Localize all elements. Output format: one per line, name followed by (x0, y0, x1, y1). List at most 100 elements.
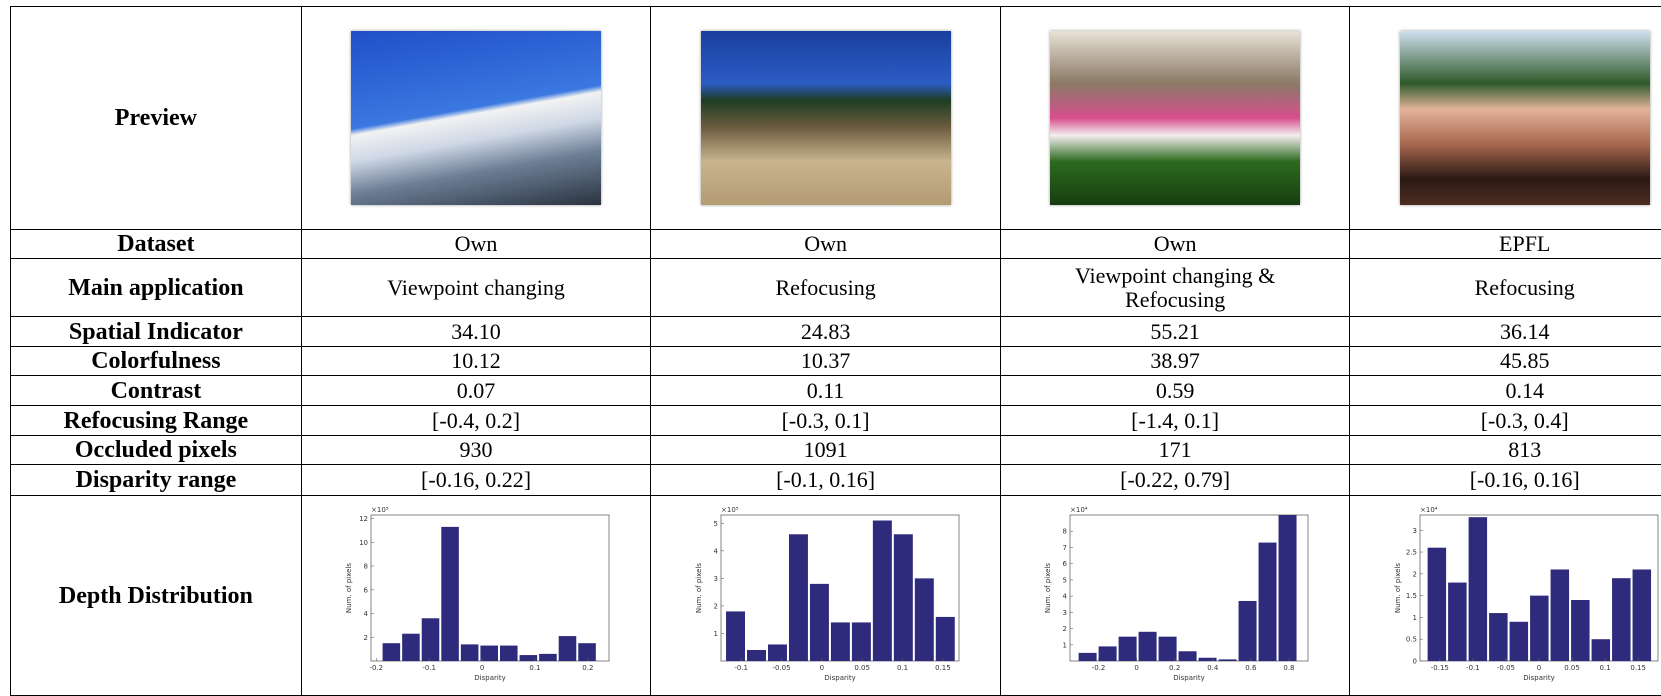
table-cell: Refocusing (651, 259, 1001, 317)
table-cell: 1091 (651, 436, 1001, 465)
x-tick-label: -0.2 (369, 664, 383, 672)
y-multiplier: ×10⁴ (1420, 506, 1438, 514)
bar (520, 655, 538, 661)
y-tick-label: 2 (1412, 570, 1416, 578)
x-tick-label: 0 (1536, 664, 1540, 672)
x-tick-label: 0.15 (935, 664, 951, 672)
cell-text: 45.85 (1405, 349, 1645, 373)
cell-text: Refocusing (706, 276, 946, 300)
bar (831, 622, 850, 661)
y-tick-label: 4 (713, 547, 718, 555)
bar (461, 644, 479, 661)
cell-text: EPFL (1405, 232, 1645, 256)
y-axis-label: Num. of pixels (695, 562, 703, 612)
cell-text: 55.21 (1055, 320, 1295, 344)
preview-image (1050, 31, 1300, 205)
x-tick-label: -0.1 (734, 664, 748, 672)
bar (1468, 517, 1486, 661)
y-multiplier: ×10⁴ (1070, 506, 1088, 514)
bar (578, 643, 596, 661)
x-tick-label: -0.05 (1497, 664, 1515, 672)
table-cell: [-0.3, 0.4] (1350, 406, 1661, 436)
table-cell: 34.10 (301, 317, 651, 347)
row-label: Refocusing Range (11, 406, 302, 436)
table-cell: 10.12 (301, 347, 651, 376)
bar (480, 645, 498, 660)
bar (1612, 578, 1630, 661)
bar (726, 611, 745, 661)
bar (500, 645, 518, 660)
cell-text: 171 (1055, 438, 1295, 462)
x-tick-label: 0.4 (1207, 664, 1219, 672)
preview-image (351, 31, 601, 205)
table-cell: Viewpoint changing (301, 259, 651, 317)
y-axis-label: Num. of pixels (1394, 562, 1402, 612)
x-tick-label: 0.05 (854, 664, 870, 672)
bar (935, 616, 954, 660)
table-cell: 0.07 (301, 376, 651, 406)
x-axis-label: Disparity (1523, 674, 1554, 682)
x-tick-label: 0.05 (1564, 664, 1580, 672)
bar (1448, 582, 1466, 660)
bar (559, 636, 577, 661)
x-tick-label: 0.8 (1284, 664, 1295, 672)
table-cell: Own (1000, 230, 1350, 259)
y-tick-label: 2.5 (1406, 548, 1417, 556)
y-tick-label: 3 (713, 574, 717, 582)
y-multiplier: ×10⁵ (721, 506, 739, 514)
row-label: Disparity range (11, 465, 302, 496)
cell-text: 38.97 (1055, 349, 1295, 373)
bar (383, 643, 401, 661)
table-cell: EPFL (1350, 230, 1661, 259)
cell-text: [-0.4, 0.2] (356, 409, 596, 433)
cell-text: 930 (356, 438, 596, 462)
cell-text: 10.37 (706, 349, 946, 373)
bar (1279, 515, 1297, 661)
cell-text: Viewpoint changing (356, 276, 596, 300)
cell-text: [-0.3, 0.1] (706, 409, 946, 433)
cell-text: [-1.4, 0.1] (1055, 409, 1295, 433)
cell-text: 0.59 (1055, 379, 1295, 403)
cell-text: [-0.3, 0.4] (1405, 409, 1645, 433)
table-cell: Own (651, 230, 1001, 259)
x-tick-label: 0 (1135, 664, 1139, 672)
bar (402, 633, 420, 660)
cell-text: 0.14 (1405, 379, 1645, 403)
y-tick-label: 3 (1063, 608, 1067, 616)
table-cell (301, 7, 651, 230)
cell-text: 10.12 (356, 349, 596, 373)
table-cell: [-0.4, 0.2] (301, 406, 651, 436)
bar (1119, 636, 1137, 660)
bar (1571, 599, 1589, 660)
x-tick-label: -0.1 (422, 664, 436, 672)
preview-image (1400, 31, 1650, 205)
table-row: Disparity range[-0.16, 0.22][-0.1, 0.16]… (11, 465, 1661, 496)
bar (422, 618, 440, 661)
y-tick-label: 7 (1063, 543, 1067, 551)
table-cell: 55.21 (1000, 317, 1350, 347)
y-tick-label: 4 (364, 610, 369, 618)
bar (1079, 652, 1097, 660)
table-cell: 24.83 (651, 317, 1001, 347)
bar (747, 649, 766, 660)
table-row: Preview (11, 7, 1661, 230)
x-tick-label: 0.6 (1245, 664, 1257, 672)
x-tick-label: -0.05 (772, 664, 790, 672)
y-tick-label: 4 (1063, 592, 1068, 600)
table-cell: 171 (1000, 436, 1350, 465)
y-tick-label: 0 (1412, 657, 1416, 665)
cell-text: 0.11 (706, 379, 946, 403)
bar (1219, 659, 1237, 661)
bar (810, 583, 829, 660)
y-axis-label: Num. of pixels (345, 562, 353, 612)
x-tick-label: 0.1 (897, 664, 908, 672)
y-tick-label: 0.5 (1406, 635, 1417, 643)
